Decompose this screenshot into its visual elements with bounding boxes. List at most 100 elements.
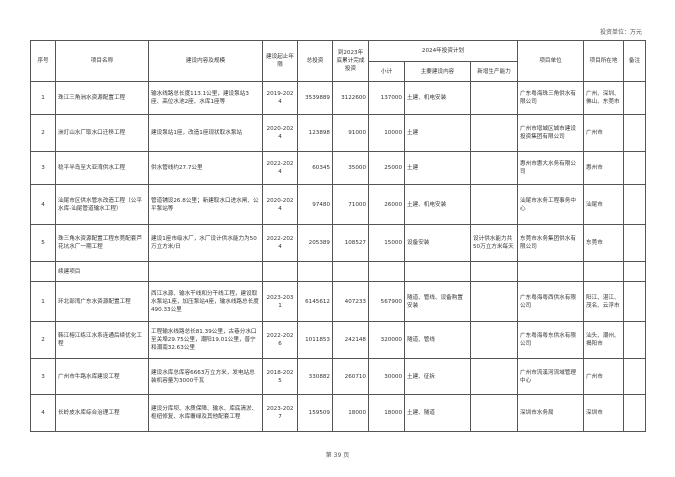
cell-content: 建设泵站1座，改造1座现状取水泵站	[148, 114, 263, 152]
cell-content: 工程输水线路总长81.39公里，古巷分水口至关埠29.75公里，潮阳19.01公…	[148, 321, 263, 359]
cell-capacity	[469, 81, 519, 115]
cell-name: 环北部湾广东水资源配置工程	[55, 281, 149, 322]
header-total: 总投资	[297, 40, 333, 82]
cell-done: 35000	[332, 151, 369, 185]
cell-location: 深圳市	[583, 394, 625, 432]
cell-remark	[623, 184, 647, 225]
header-remark: 备注	[623, 40, 647, 82]
cell-period: 2022-2026	[262, 321, 298, 359]
cell-no: 2	[30, 114, 56, 152]
cell-no: 3	[30, 358, 56, 395]
cell-total: 3539889	[297, 81, 333, 115]
cell-content: 西江水源、输水干线和分干线工程，建设取水泵站1座，加压泵站4座，输水线路总长度4…	[148, 281, 263, 322]
cell-main: 隧道、管线、设备购置安装	[404, 281, 471, 322]
header-no: 序号	[30, 40, 56, 82]
cell-subtotal: 26000	[368, 184, 405, 225]
cell-name: 珠江三角洲水资源配置工程	[55, 81, 149, 115]
cell-no: 1	[30, 81, 56, 115]
cell-subtotal: 320000	[368, 321, 405, 359]
table-row: 3 广州市牛路水库建设工程 建设水库总库容6663万立方米，发电站总装机容量为300…	[30, 358, 647, 395]
cell-remark	[623, 114, 647, 152]
cell-main: 土建、机电安装	[404, 81, 471, 115]
cell-location: 汕尾市	[583, 184, 625, 225]
cell-content: 建设水库总库容6663万立方米，发电站总装机容量为3000千瓦	[148, 358, 263, 395]
cell-location: 惠州市	[583, 151, 625, 185]
table-row: 4 汕尾市区供水管水改造工程（公平水库-汕尾管道输水工程） 管道铺设26.8公里；新…	[30, 184, 647, 225]
cell-total: 159509	[297, 394, 333, 432]
cell-empty	[148, 261, 263, 282]
cell-empty	[623, 261, 647, 282]
cell-total: 60345	[297, 151, 333, 185]
cell-remark	[623, 151, 647, 185]
cell-unit: 深圳市水务局	[517, 394, 585, 432]
cell-done: 71000	[332, 184, 369, 225]
table-row: 2 洲灯山水厂取水口迁移工程 建设泵站1座，改造1座现状取水泵站 2020-2024 1…	[30, 114, 647, 152]
header-location: 项目所在地	[583, 40, 625, 82]
cell-done: 407233	[332, 281, 369, 322]
cell-subtotal: 15000	[368, 224, 405, 262]
header-name: 项目名称	[55, 40, 149, 82]
cell-remark	[623, 281, 647, 322]
cell-period: 2018-2025	[262, 358, 298, 395]
cell-no: 5	[30, 224, 56, 262]
table-row: 1 珠江三角洲水资源配置工程 输水线路总长度113.1公里，建设泵站3座、高位水池2…	[30, 81, 647, 115]
cell-subtotal: 18000	[368, 394, 405, 432]
header-plan2024: 2024年投资计划	[367, 40, 519, 62]
cell-period: 2020-2024	[262, 114, 298, 152]
cell-done: 18000	[332, 394, 369, 432]
cell-location: 汕头、潮州、揭阳市	[583, 321, 625, 359]
cell-unit: 广东粤海粤东供水有限公司	[517, 321, 585, 359]
cell-remark	[623, 358, 647, 395]
cell-subtotal: 567900	[368, 281, 405, 322]
cell-no: 3	[30, 151, 56, 185]
cell-no: 4	[30, 394, 56, 432]
cell-empty	[368, 261, 405, 282]
cell-main: 设备安装	[404, 224, 471, 262]
cell-capacity	[469, 151, 519, 185]
cell-name: 长岭皮水库综合治理工程	[55, 394, 149, 432]
cell-capacity: 设计供水能力共50万立方米每天	[469, 224, 519, 262]
cell-total: 123898	[297, 114, 333, 152]
page-number: 第 39 页	[325, 452, 350, 459]
cell-total: 97480	[297, 184, 333, 225]
cell-name: 韩江榕江练江水系连通后续优化工程	[55, 321, 149, 359]
cell-name: 汕尾市区供水管水改造工程（公平水库-汕尾管道输水工程）	[55, 184, 149, 225]
cell-location: 广州、深圳、佛山、东莞市	[583, 81, 625, 115]
cell-content: 建设1座市级水厂，水厂设计供水能力为50万立方米/日	[148, 224, 263, 262]
cell-remark	[623, 394, 647, 432]
header-unit: 项目单位	[517, 40, 585, 82]
cell-remark	[623, 224, 647, 262]
cell-unit: 东莞市水务集团供水有限公司	[517, 224, 585, 262]
cell-name: 洲灯山水厂取水口迁移工程	[55, 114, 149, 152]
cell-location: 东莞市	[583, 224, 625, 262]
cell-unit: 广东粤海粤西供水有限公司	[517, 281, 585, 322]
cell-empty	[30, 261, 56, 282]
cell-done: 91000	[332, 114, 369, 152]
cell-content: 输水线路总长度113.1公里，建设泵站3座、高位水池2座、水库1座等	[148, 81, 263, 115]
cell-content: 管道铺设26.8公里；新建取水口进水闸、公平泵站等	[148, 184, 263, 225]
cell-capacity	[469, 281, 519, 322]
cell-total: 6145612	[297, 281, 333, 322]
table-row: 3 稔平半岛至大亚湾供水工程 供水管线约27.7公里 2022-2024 60345 35…	[30, 151, 647, 185]
cell-unit: 汕尾市水务工程事务中心	[517, 184, 585, 225]
table-row: 5 珠三角水资源配置工程东莞配套芦花坑水厂一期工程 建设1座市级水厂，水厂设计供水能…	[30, 224, 647, 262]
header-content: 建设内容及规模	[148, 40, 263, 82]
cell-empty	[469, 261, 519, 282]
cell-main: 土建	[404, 114, 471, 152]
cell-subtotal: 137000	[368, 81, 405, 115]
section-continuing: 续建项目	[55, 261, 149, 282]
cell-capacity	[469, 394, 519, 432]
cell-done: 260710	[332, 358, 369, 395]
cell-period: 2019-2024	[262, 81, 298, 115]
cell-period: 2023-2027	[262, 394, 298, 432]
cell-capacity	[469, 114, 519, 152]
cell-main: 土建	[404, 151, 471, 185]
cell-done: 242148	[332, 321, 369, 359]
header-main: 主要建设内容	[404, 61, 471, 82]
cell-period: 2022-2024	[262, 224, 298, 262]
cell-empty	[297, 261, 333, 282]
cell-location: 阳江、湛江、茂名、云浮市	[583, 281, 625, 322]
cell-period: 2022-2024	[262, 151, 298, 185]
cell-main: 土建、征拆	[404, 358, 471, 395]
table-row: 2 韩江榕江练江水系连通后续优化工程 工程输水线路总长81.39公里，古巷分水口至关…	[30, 321, 647, 359]
